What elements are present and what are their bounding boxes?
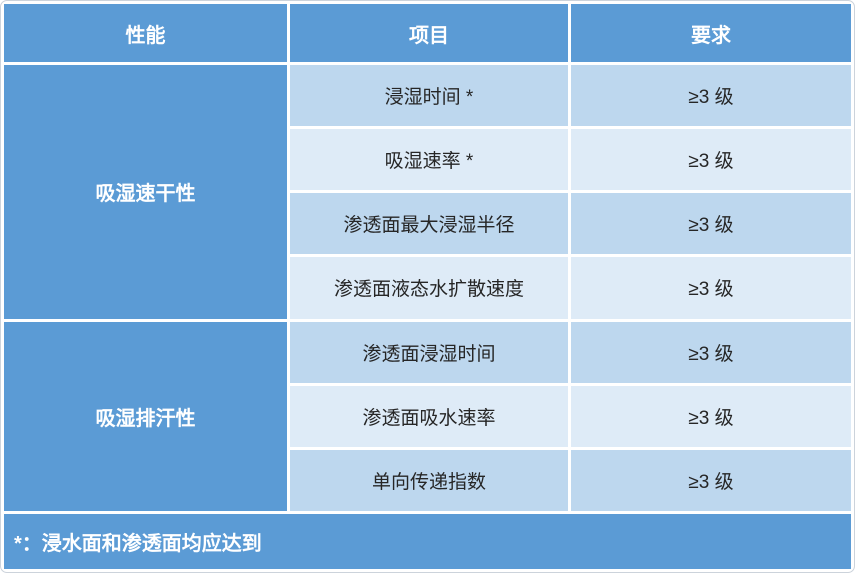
header-cell-item: 项目 [290, 4, 568, 62]
requirement-cell: ≥3 级 [571, 65, 851, 127]
rowgroup-label-moisture-wicking: 吸湿排汗性 [4, 321, 287, 511]
requirement-cell: ≥3 级 [571, 129, 851, 191]
table-grid: 性能 项目 要求 吸湿速干性 吸湿排汗性 浸湿时间 * ≥3 级 吸湿速率 * … [4, 4, 851, 569]
requirement-cell: ≥3 级 [571, 321, 851, 383]
item-cell: 渗透面液态水扩散速度 [290, 257, 568, 319]
item-cell: 浸湿时间 * [290, 65, 568, 127]
item-cell: 渗透面最大浸湿半径 [290, 193, 568, 255]
requirement-cell: ≥3 级 [571, 385, 851, 447]
rowgroup-label-moisture-quick-dry: 吸湿速干性 [4, 65, 287, 319]
footnote: *：浸水面和渗透面均应达到 [4, 513, 851, 569]
header-cell-performance: 性能 [4, 4, 287, 62]
requirement-cell: ≥3 级 [571, 193, 851, 255]
item-cell: 单向传递指数 [290, 449, 568, 511]
header-cell-requirement: 要求 [571, 4, 851, 62]
item-cell: 渗透面浸湿时间 [290, 321, 568, 383]
requirement-cell: ≥3 级 [571, 257, 851, 319]
requirement-cell: ≥3 级 [571, 449, 851, 511]
item-cell: 吸湿速率 * [290, 129, 568, 191]
item-cell: 渗透面吸水速率 [290, 385, 568, 447]
